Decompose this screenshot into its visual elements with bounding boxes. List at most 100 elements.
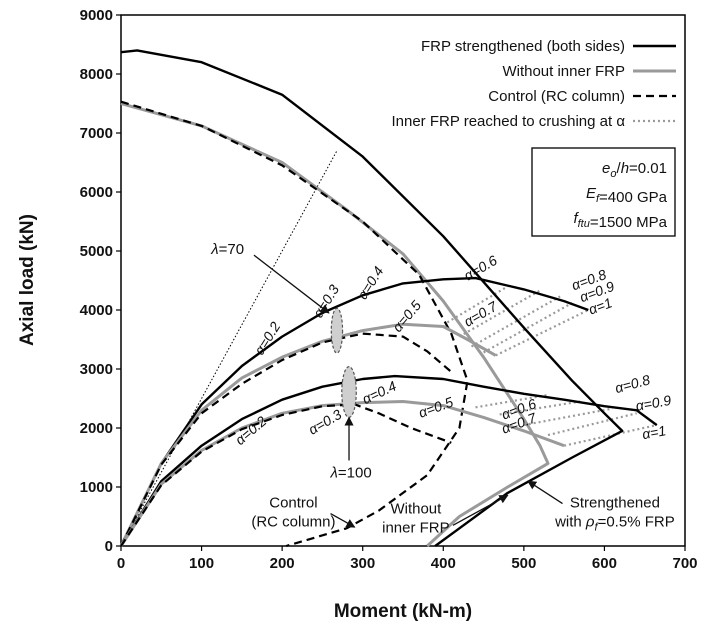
x-tick-label: 700 xyxy=(672,555,697,572)
info-symbol: f xyxy=(573,210,579,227)
x-tick-label: 0 xyxy=(117,555,125,572)
y-tick-label: 4000 xyxy=(80,302,113,319)
alpha-label: α=1 xyxy=(641,422,667,442)
crush-line xyxy=(446,285,509,324)
alpha-label: α=0.2 xyxy=(232,413,270,448)
info-value: =400 GPa xyxy=(599,189,668,206)
y-tick-label: 5000 xyxy=(80,243,113,260)
annotation-label: Strengthened with ρf=0.5% FRP xyxy=(554,495,675,534)
annotation-symbol: λ xyxy=(210,241,218,258)
info-line: Ef=400 GPa xyxy=(586,185,668,206)
info-subscript: ftu xyxy=(578,218,590,230)
info-subscript: o xyxy=(610,168,616,180)
alpha-label: α=0.5 xyxy=(389,297,424,335)
series-line xyxy=(119,276,589,547)
x-axis-title: Moment (kN-m) xyxy=(334,601,472,622)
annotation-line: Control xyxy=(269,495,317,512)
series-line xyxy=(120,100,469,548)
annotation-text: =0.5% FRP xyxy=(598,514,675,531)
annotation-line: (RC column) xyxy=(251,514,335,531)
legend-label: FRP strengthened (both sides) xyxy=(421,38,625,55)
info-value: =0.01 xyxy=(629,160,667,177)
annotation-symbol: ρ xyxy=(585,514,595,531)
x-tick-label: 500 xyxy=(511,555,536,572)
y-tick-label: 9000 xyxy=(80,7,113,24)
y-axis-title: Axial load (kN) xyxy=(17,214,38,346)
series-line xyxy=(119,374,658,547)
annotation-text: with xyxy=(554,514,586,531)
series-line xyxy=(120,102,550,548)
y-tick-label: 7000 xyxy=(80,125,113,142)
axes-group: 0 100 200 300 400 500 600 700010002000300040005… xyxy=(80,7,698,572)
annotation-label: Without inner FRP xyxy=(382,501,450,537)
info-symbol: h xyxy=(621,160,629,177)
series-line xyxy=(119,322,497,547)
series-line xyxy=(120,403,452,547)
y-tick-label: 3000 xyxy=(80,361,113,378)
plot-frame xyxy=(120,14,686,547)
annotation-ellipse xyxy=(330,307,344,354)
annotation-arrow xyxy=(452,494,509,526)
series-line xyxy=(120,332,453,547)
y-tick-label: 2000 xyxy=(80,420,113,437)
legend-label: Control (RC column) xyxy=(488,88,625,105)
legend-label: Inner FRP reached to crushing at α xyxy=(391,113,625,130)
annotation-line: inner FRP xyxy=(382,520,450,537)
crush-lines-group xyxy=(446,285,658,447)
annotation-arrow xyxy=(253,254,330,314)
annotation-label: λ=70 xyxy=(210,241,244,258)
info-box-frame xyxy=(531,147,676,237)
crush-line xyxy=(563,423,658,447)
info-text: / xyxy=(617,160,622,177)
alpha-label: α=0.7 xyxy=(461,297,501,329)
annotation-label: λ=100 xyxy=(329,465,371,482)
annotation-value: =100 xyxy=(338,465,372,482)
annotation-line: Without xyxy=(390,501,442,518)
annotation-ellipse xyxy=(341,366,357,418)
x-tick-label: 400 xyxy=(431,555,456,572)
y-tick-label: 8000 xyxy=(80,66,113,83)
reference-line-group xyxy=(120,150,338,547)
alpha-label: α=0.5 xyxy=(416,393,455,420)
legend-label: Without inner FRP xyxy=(502,63,625,80)
info-symbol: e xyxy=(602,160,610,177)
info-value: =1500 MPa xyxy=(590,214,668,231)
alpha-label: α=1 xyxy=(586,294,614,317)
x-tick-label: 100 xyxy=(189,555,214,572)
info-symbol: E xyxy=(586,185,597,202)
info-line: fftu=1500 MPa xyxy=(573,210,667,231)
y-tick-label: 6000 xyxy=(80,184,113,201)
crush-line xyxy=(547,412,637,437)
alpha-label: α=0.8 xyxy=(613,371,652,396)
crush-line xyxy=(458,289,541,338)
crush-line xyxy=(523,407,613,427)
annotation-arrow xyxy=(527,480,563,505)
crush-line xyxy=(483,301,573,354)
alpha-label: α=0.3 xyxy=(305,406,344,438)
reference-line xyxy=(120,150,338,547)
info-line: eo/h=0.01 xyxy=(602,160,667,180)
crush-line xyxy=(470,295,561,348)
annotation-arrow xyxy=(330,512,356,528)
annotation-value: =70 xyxy=(219,241,244,258)
x-tick-label: 600 xyxy=(592,555,617,572)
x-tick-label: 200 xyxy=(270,555,295,572)
info-subscript: f xyxy=(596,193,600,205)
alpha-label: α=0.9 xyxy=(634,392,672,414)
annotation-subscript: f xyxy=(595,522,599,534)
series-line xyxy=(120,49,624,547)
crush-line xyxy=(495,309,589,357)
legend: FRP strengthened (both sides) Without inn… xyxy=(391,38,676,130)
annotation-line: with ρf=0.5% FRP xyxy=(554,514,675,534)
annotation-symbol: λ xyxy=(329,465,337,482)
y-tick-label: 1000 xyxy=(80,479,113,496)
y-tick-label: 0 xyxy=(105,538,113,555)
annotation-line: Strengthened xyxy=(570,495,660,512)
x-tick-label: 300 xyxy=(350,555,375,572)
annotation-label: Control (RC column) xyxy=(251,495,335,531)
crush-line xyxy=(499,400,581,416)
alpha-label: α=0.4 xyxy=(354,263,387,302)
